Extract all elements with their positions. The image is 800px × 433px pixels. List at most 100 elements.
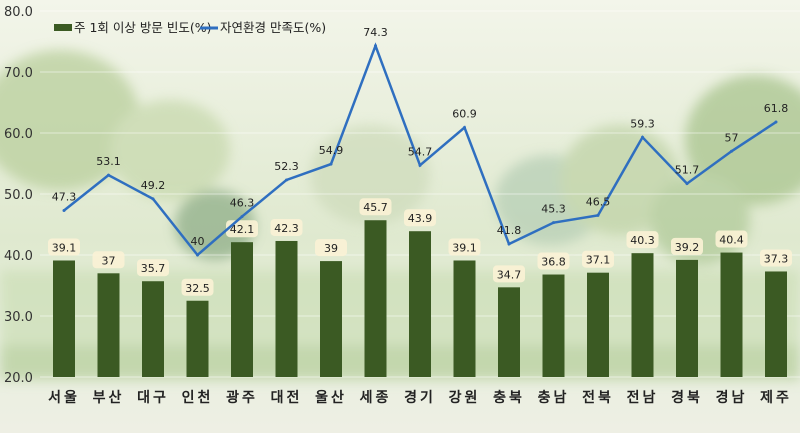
bar-value-label: 42.1	[230, 223, 255, 236]
y-tick-label: 80.0	[4, 5, 33, 20]
bar-value-label: 37.3	[764, 252, 789, 265]
bar-value-label: 42.3	[274, 222, 299, 235]
x-tick-label: 대전	[271, 389, 303, 406]
bar-value-label: 40.4	[719, 234, 744, 247]
line-point	[107, 173, 110, 177]
line-point	[774, 120, 778, 124]
line-value-label: 60.9	[452, 108, 477, 121]
line-point	[463, 126, 466, 130]
line-value-label: 49.2	[141, 179, 166, 192]
legend-bar-label: 주 1회 이상 방문 빈도(%)	[74, 20, 211, 35]
bar-value-label: 37	[102, 254, 116, 267]
bar-value-label: 35.7	[141, 262, 166, 275]
x-tick-label: 대구	[137, 390, 169, 406]
line-point	[641, 135, 644, 139]
bar	[231, 242, 253, 377]
bar	[409, 231, 431, 377]
bar-label-bg	[715, 230, 748, 248]
bar	[453, 260, 476, 377]
park-illustration	[0, 50, 800, 380]
bar	[142, 281, 164, 377]
y-tick-label: 70.0	[4, 66, 33, 81]
bar	[542, 274, 565, 377]
x-tick-label: 전북	[582, 389, 614, 406]
bar	[97, 273, 120, 377]
y-tick-label: 40.0	[4, 249, 33, 264]
line-value-label: 45.3	[541, 203, 566, 216]
bar-label-bg	[359, 198, 392, 216]
x-tick-label: 울산	[315, 389, 347, 406]
line-point	[329, 162, 333, 166]
x-tick-label: 광주	[226, 389, 258, 406]
bar	[720, 252, 743, 377]
bar-label-bg	[448, 238, 481, 256]
bar-label-bg	[181, 278, 214, 296]
bar-label-bg	[582, 250, 614, 268]
bar-value-label: 45.7	[363, 201, 388, 214]
bar	[631, 253, 654, 377]
x-tick-label: 부산	[93, 389, 125, 406]
line-point	[196, 253, 199, 257]
line-value-label: 52.3	[274, 160, 299, 173]
line-value-label: 51.7	[675, 164, 700, 177]
x-tick-label: 제주	[760, 390, 792, 406]
bar-label-bg	[270, 218, 303, 236]
line-value-label: 54.7	[408, 145, 433, 158]
bar-value-label: 43.9	[408, 212, 433, 225]
line-value-label: 46.3	[230, 197, 255, 210]
line-value-label: 54.9	[319, 144, 344, 157]
bar-value-label: 32.5	[185, 282, 210, 295]
legend: 주 1회 이상 방문 빈도(%) 자연환경 만족도(%)	[54, 20, 326, 35]
line-point	[374, 44, 377, 48]
x-tick-label: 경기	[404, 389, 436, 406]
line-value-label: 47.3	[52, 190, 77, 203]
line-value-label: 57	[725, 131, 739, 144]
line-point	[285, 178, 288, 182]
bar-label-bg	[92, 251, 125, 269]
bar-label-bg	[137, 259, 169, 277]
bar	[53, 260, 75, 377]
bar-label-bg	[626, 231, 659, 249]
bar-value-label: 40.3	[630, 234, 655, 247]
line-value-label: 61.8	[764, 102, 789, 115]
legend-line-label: 자연환경 만족도(%)	[220, 20, 326, 35]
line-point	[552, 221, 555, 225]
bar-value-label: 34.7	[497, 268, 522, 281]
bar	[275, 240, 298, 377]
bar	[498, 287, 520, 377]
bar	[186, 300, 209, 377]
legend-bar-swatch	[54, 24, 72, 31]
line-point	[730, 149, 733, 153]
bar-label-bg	[48, 238, 80, 256]
y-tick-label: 20.0	[4, 371, 33, 386]
x-tick-label: 세종	[360, 390, 392, 406]
x-tick-label: 충북	[493, 390, 525, 406]
line-point	[507, 242, 511, 246]
bar-label-bg	[315, 239, 347, 257]
bar	[676, 259, 698, 377]
x-tick-label: 전남	[627, 389, 659, 406]
line-value-label: 41.8	[497, 224, 522, 237]
x-tick-label: 충남	[538, 389, 570, 406]
bar-value-label: 39.2	[675, 241, 700, 254]
bar	[587, 272, 609, 377]
bar-label-bg	[671, 237, 703, 255]
y-tick-label: 30.0	[4, 310, 33, 325]
bar-value-label: 39.1	[52, 241, 77, 254]
bar-label-bg	[537, 252, 570, 270]
x-tick-label: 서울	[48, 389, 80, 406]
bar-label-bg	[404, 209, 436, 227]
line-value-label: 53.1	[96, 155, 121, 168]
line-point	[596, 213, 600, 217]
line-value-label: 46.5	[586, 195, 611, 208]
bar-value-label: 39	[324, 242, 338, 255]
x-tick-label: 경북	[671, 389, 703, 406]
y-tick-label: 60.0	[4, 127, 33, 142]
bar	[364, 220, 387, 377]
bar	[320, 261, 342, 377]
line-point	[418, 163, 422, 167]
x-tick-label: 강원	[449, 389, 481, 406]
bar-value-label: 36.8	[541, 256, 566, 269]
